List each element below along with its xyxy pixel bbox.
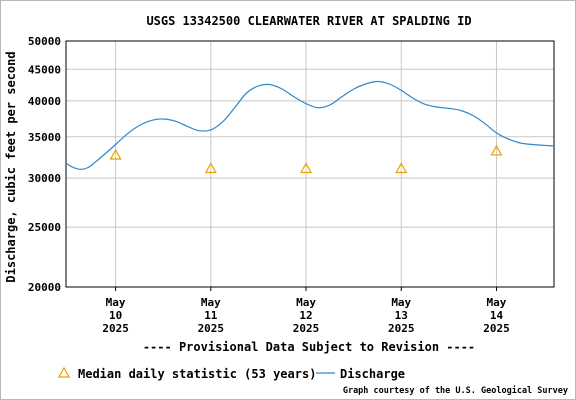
median-marker bbox=[204, 162, 217, 174]
plot-area bbox=[66, 41, 554, 287]
discharge-line bbox=[65, 80, 555, 170]
legend-discharge-label: Discharge bbox=[340, 367, 405, 381]
x-tick-day: 10 bbox=[109, 309, 122, 322]
legend-median-symbol bbox=[57, 366, 71, 378]
legend-median-label: Median daily statistic (53 years) bbox=[78, 367, 316, 381]
x-tick-day: 13 bbox=[395, 309, 408, 322]
median-marker bbox=[490, 144, 503, 156]
y-tick-label: 25000 bbox=[28, 221, 61, 234]
x-tick-year: 2025 bbox=[198, 322, 225, 335]
credit-text: Graph courtesy of the U.S. Geological Su… bbox=[343, 385, 568, 396]
x-tick-year: 2025 bbox=[483, 322, 510, 335]
x-tick-month: May bbox=[106, 296, 126, 309]
x-tick-month: May bbox=[391, 296, 411, 309]
median-marker bbox=[109, 148, 122, 160]
chart-title: USGS 13342500 CLEARWATER RIVER AT SPALDI… bbox=[146, 14, 471, 28]
x-tick-month: May bbox=[296, 296, 316, 309]
y-tick-label: 45000 bbox=[28, 63, 61, 76]
y-tick-label: 50000 bbox=[28, 35, 61, 48]
x-tick-day: 11 bbox=[204, 309, 218, 322]
x-tick-day: 12 bbox=[299, 309, 312, 322]
x-tick-month: May bbox=[487, 296, 507, 309]
y-tick-label: 20000 bbox=[28, 281, 61, 294]
x-tick-month: May bbox=[201, 296, 221, 309]
x-tick-year: 2025 bbox=[388, 322, 415, 335]
y-tick-label: 40000 bbox=[28, 95, 61, 108]
median-marker bbox=[395, 162, 408, 174]
x-tick-day: 14 bbox=[490, 309, 504, 322]
y-tick-label: 35000 bbox=[28, 131, 61, 144]
y-tick-label: 30000 bbox=[28, 172, 61, 185]
x-tick-year: 2025 bbox=[102, 322, 129, 335]
provisional-notice: ---- Provisional Data Subject to Revisio… bbox=[143, 340, 475, 354]
y-axis-label: Discharge, cubic feet per second bbox=[4, 51, 18, 282]
x-tick-year: 2025 bbox=[293, 322, 320, 335]
median-marker bbox=[300, 162, 313, 174]
